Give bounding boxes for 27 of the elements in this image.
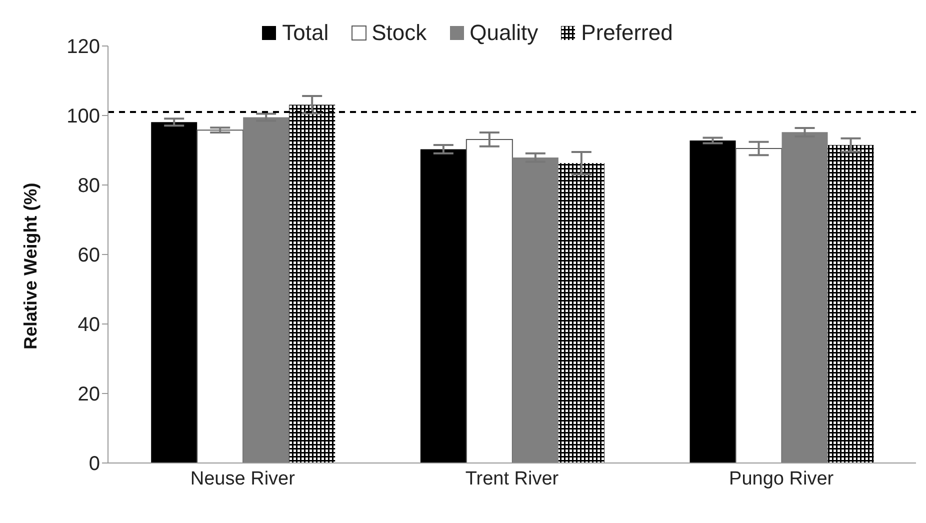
bar	[196, 130, 244, 463]
bar	[151, 122, 198, 463]
bar	[782, 132, 828, 463]
bar	[690, 140, 736, 463]
y-tick-label: 80	[78, 175, 100, 198]
legend-label: Preferred	[580, 20, 673, 46]
legend-label: Total	[281, 20, 329, 46]
bar	[558, 163, 604, 463]
bar	[289, 104, 336, 463]
y-tick-label: 100	[66, 106, 100, 128]
x-tick-label: Pungo River	[729, 468, 834, 490]
bar	[512, 158, 558, 463]
bar	[466, 138, 513, 463]
y-tick-label: 120	[66, 36, 100, 58]
x-tick-label: Neuse River	[190, 468, 296, 490]
bar	[828, 145, 874, 463]
bar	[420, 149, 466, 463]
x-tick-label: Trent River	[465, 468, 560, 490]
bar	[735, 148, 782, 463]
legend-label: Stock	[370, 20, 427, 46]
y-tick-label: 60	[78, 244, 100, 267]
bar	[243, 117, 290, 463]
y-axis-title: Relative Weight (%)	[20, 182, 40, 350]
y-tick-label: 0	[88, 453, 100, 476]
y-tick-label: 40	[78, 314, 100, 336]
y-tick-label: 20	[78, 384, 100, 406]
legend-label: Quality	[468, 20, 538, 46]
